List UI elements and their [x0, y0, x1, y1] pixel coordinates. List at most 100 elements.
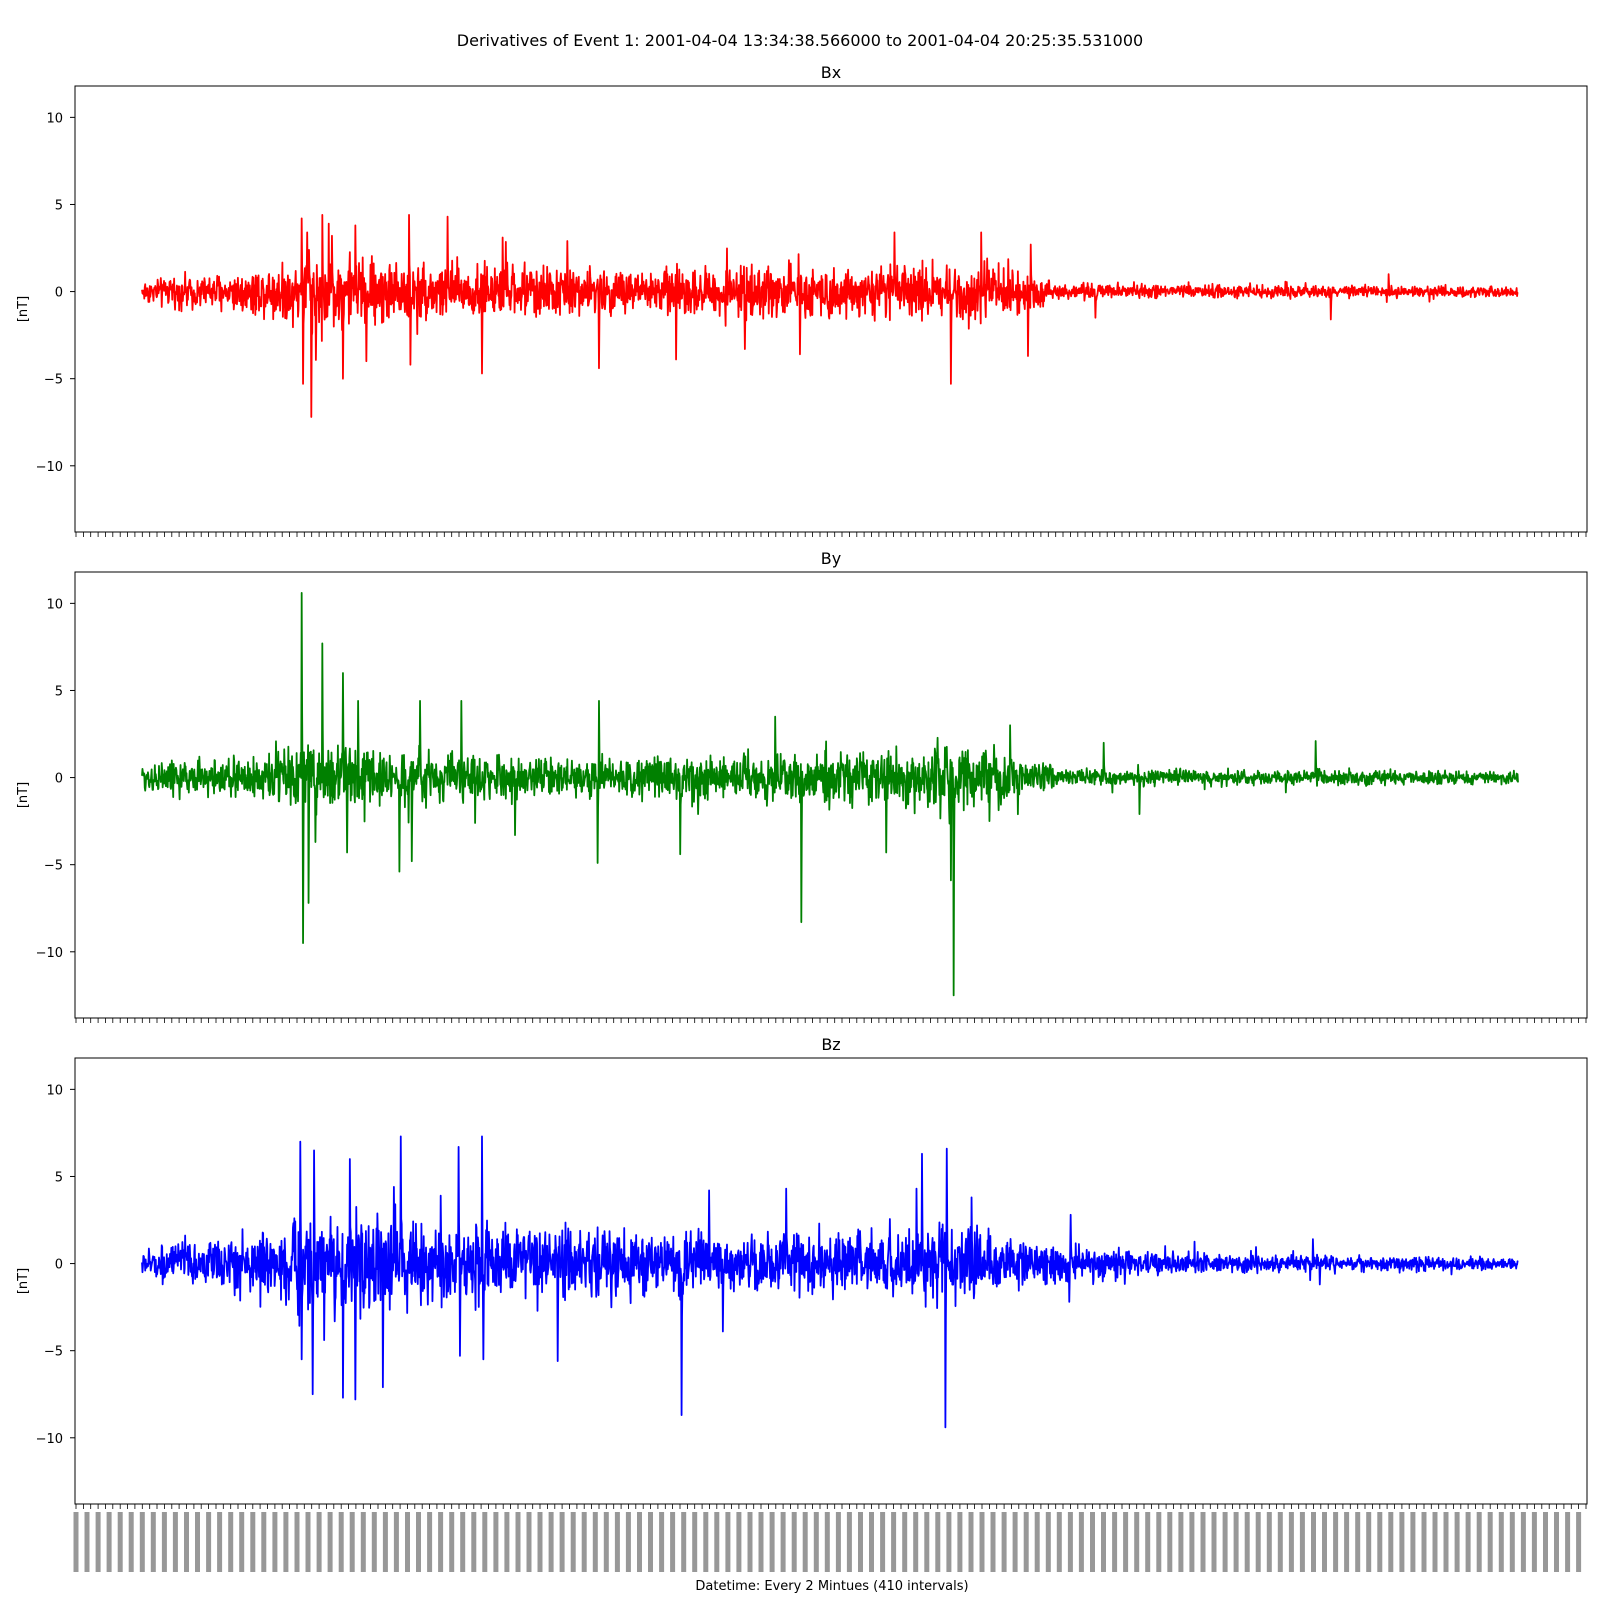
x-tick-label-mark — [1288, 1512, 1294, 1572]
x-tick-label-mark — [1366, 1512, 1372, 1572]
x-tick-label-mark — [1277, 1512, 1283, 1572]
x-tick-label-mark — [1543, 1512, 1548, 1572]
y-tick-label: −10 — [36, 460, 63, 475]
x-tick-label-mark — [891, 1512, 897, 1572]
x-tick-label-mark — [283, 1512, 289, 1572]
x-tick-label-mark — [95, 1512, 101, 1572]
y-tick-label: −5 — [44, 1345, 63, 1360]
x-tick-label-mark — [1233, 1512, 1239, 1572]
x-tick-label-mark — [239, 1512, 245, 1572]
x-tick-label-mark — [1134, 1512, 1140, 1572]
x-tick-label-mark — [73, 1512, 79, 1572]
x-tick-label-mark — [824, 1512, 830, 1572]
x-tick-label-mark — [1487, 1512, 1493, 1572]
x-tick-label-mark — [1078, 1512, 1084, 1572]
x-tick-label-mark — [614, 1512, 620, 1572]
y-tick-label: 10 — [46, 1083, 63, 1098]
x-tick-label-mark — [637, 1512, 642, 1572]
panels: Bx [nT] 10 5 0 −5 −10 By [nT] 10 5 0 −5 −10 Bz [nT] 10 5 0… — [16, 63, 1588, 1509]
x-tick-label-mark — [416, 1512, 421, 1572]
x-tick-label-mark — [504, 1512, 510, 1572]
series-line — [141, 592, 1519, 997]
x-tick-label-mark — [427, 1512, 433, 1572]
x-tick-label-mark — [736, 1512, 742, 1572]
x-tick-label-mark — [791, 1512, 797, 1572]
x-tick-label-mark — [360, 1512, 366, 1572]
x-tick-label-mark — [1476, 1512, 1482, 1572]
x-tick-label-mark — [449, 1512, 455, 1572]
x-tick-label-mark — [150, 1512, 156, 1572]
y-tick-label: 0 — [55, 772, 63, 787]
x-tick-label-mark — [184, 1512, 189, 1572]
x-tick-label-mark — [1509, 1512, 1515, 1572]
y-tick-label: 0 — [55, 1258, 63, 1273]
x-tick-label-mark — [1034, 1512, 1040, 1572]
y-axis-label: [nT] — [16, 1268, 31, 1294]
y-tick-label: −10 — [36, 1432, 63, 1447]
plot-frame — [74, 1057, 1588, 1505]
y-tick-label: 0 — [55, 286, 63, 301]
x-tick-label-mark — [195, 1512, 200, 1572]
x-tick-label-mark — [493, 1512, 499, 1572]
x-tick-label-mark — [272, 1512, 278, 1572]
x-tick-label-mark — [681, 1512, 687, 1572]
x-tick-label-mark — [161, 1512, 167, 1572]
x-tick-label-mark — [559, 1512, 565, 1572]
x-tick-label-mark — [537, 1512, 543, 1572]
x-tick-label-mark — [217, 1512, 223, 1572]
x-tick-label-mark — [913, 1512, 919, 1572]
x-tick-label-mark — [625, 1512, 631, 1572]
x-tick-labels — [73, 1512, 1582, 1572]
x-tick-label-mark — [1498, 1512, 1504, 1572]
x-tick-label-mark — [1123, 1512, 1129, 1572]
x-tick-label-mark — [603, 1512, 609, 1572]
x-tick-label-mark — [261, 1512, 267, 1572]
x-tick-label-mark — [1222, 1512, 1228, 1572]
x-tick-label-mark — [349, 1512, 355, 1572]
x-tick-label-mark — [1576, 1512, 1582, 1572]
x-tick-label-mark — [935, 1512, 941, 1572]
x-tick-label-mark — [581, 1512, 587, 1572]
x-tick-label-mark — [1090, 1512, 1095, 1572]
x-tick-label-mark — [1200, 1512, 1206, 1572]
x-tick-label-mark — [946, 1512, 952, 1572]
x-tick-label-mark — [382, 1512, 388, 1572]
x-tick-label-mark — [1156, 1512, 1162, 1572]
x-tick-label-mark — [1465, 1512, 1471, 1572]
x-tick-label-mark — [294, 1512, 300, 1572]
x-tick-label-mark — [592, 1512, 598, 1572]
x-tick-label-mark — [1565, 1512, 1571, 1572]
x-tick-label-mark — [139, 1512, 145, 1572]
x-tick-label-mark — [1145, 1512, 1151, 1572]
x-tick-label-mark — [692, 1512, 698, 1572]
x-tick-label-mark — [128, 1512, 134, 1572]
x-tick-label-mark — [1023, 1512, 1029, 1572]
panel-bz: Bz [nT] 10 5 0 −5 −10 — [16, 1035, 1588, 1509]
x-tick-label-mark — [526, 1512, 532, 1572]
x-tick-label-mark — [316, 1512, 322, 1572]
x-tick-label-mark — [206, 1512, 212, 1572]
x-tick-label-mark — [835, 1512, 841, 1572]
x-tick-label-mark — [172, 1512, 178, 1572]
x-tick-label-mark — [327, 1512, 333, 1572]
x-tick-label-mark — [990, 1512, 996, 1572]
x-tick-label-mark — [438, 1512, 444, 1572]
panel-title: Bz — [821, 1035, 840, 1054]
x-tick-label-mark — [957, 1512, 963, 1572]
x-tick-label-mark — [703, 1512, 709, 1572]
y-tick-label: 5 — [55, 684, 63, 699]
x-tick-label-mark — [305, 1512, 311, 1572]
panel-title: Bx — [821, 63, 841, 82]
x-tick-label-mark — [769, 1512, 775, 1572]
x-tick-label-mark — [1333, 1512, 1339, 1572]
x-tick-label-mark — [393, 1512, 399, 1572]
y-tick-label: −5 — [44, 859, 63, 874]
x-ticks — [75, 1504, 1587, 1509]
y-axis-label: [nT] — [16, 296, 31, 322]
y-tick-label: −10 — [36, 946, 63, 961]
x-tick-label-mark — [371, 1512, 377, 1572]
y-tick-label: 5 — [55, 198, 63, 213]
x-tick-label-mark — [1056, 1512, 1062, 1572]
x-tick-label-mark — [1399, 1512, 1405, 1572]
